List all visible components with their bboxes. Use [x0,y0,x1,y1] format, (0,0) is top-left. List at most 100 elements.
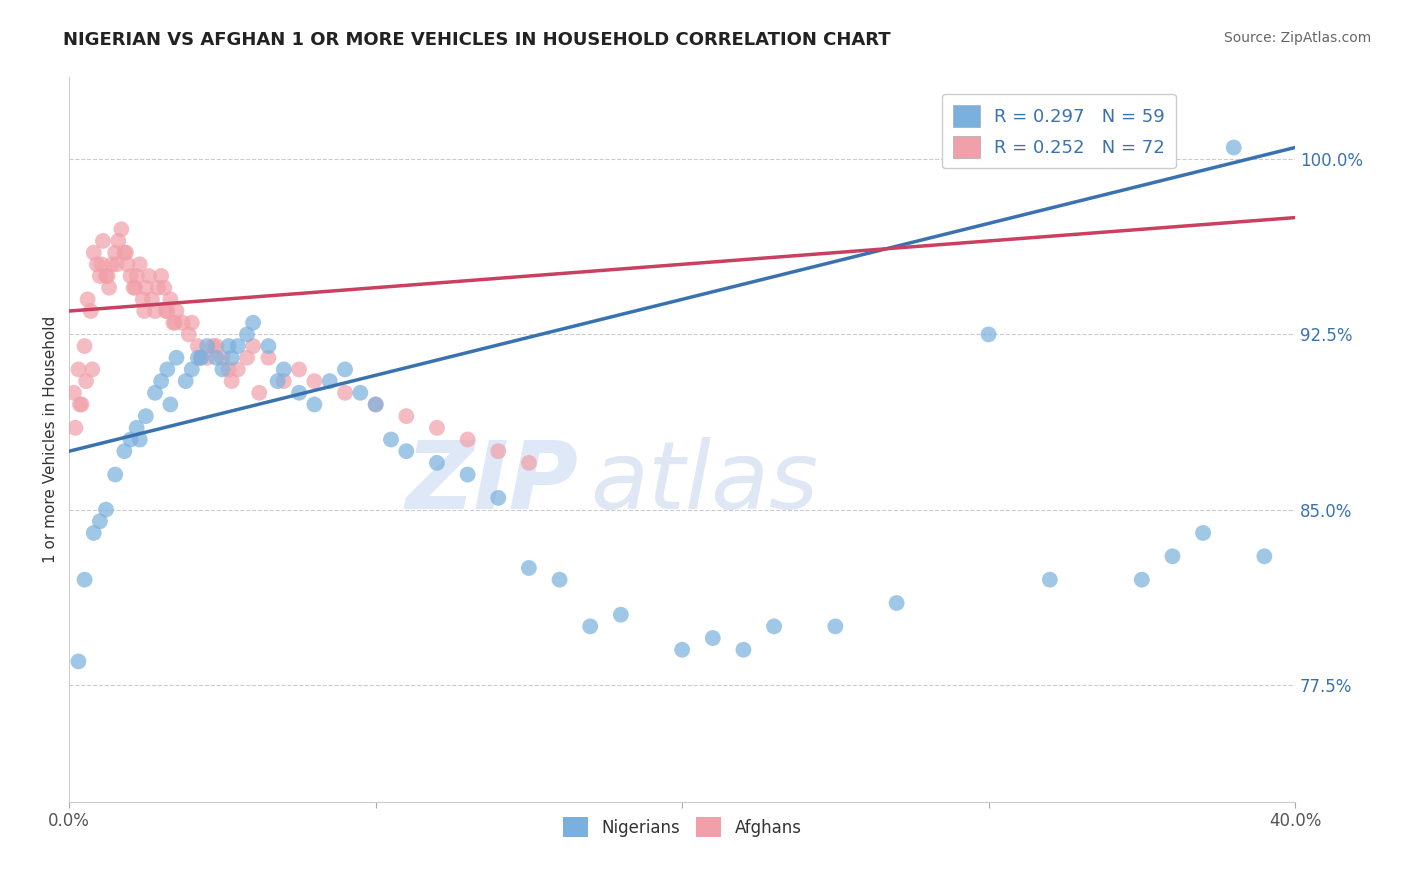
Point [150,374,173,388]
Point [226,362,249,376]
Point [94,502,117,516]
Point [1130,573,1153,587]
Point [172,316,194,330]
Point [63,385,86,400]
Point [187,351,209,365]
Point [94,268,117,283]
Point [548,573,571,587]
Point [304,374,326,388]
Point [105,257,128,271]
Point [426,456,449,470]
Point [457,467,479,482]
Point [174,374,197,388]
Point [75,374,97,388]
Point [236,351,259,365]
Point [110,222,132,236]
Point [333,385,356,400]
Point [1161,549,1184,564]
Point [67,362,90,376]
Point [156,362,179,376]
Point [364,397,387,411]
Point [146,281,169,295]
Point [120,433,142,447]
Point [128,433,150,447]
Point [457,433,479,447]
Point [138,268,160,283]
Point [319,374,342,388]
Point [211,351,233,365]
Point [135,409,157,424]
Point [702,631,724,645]
Point [426,421,449,435]
Point [1192,525,1215,540]
Point [195,351,218,365]
Point [115,245,138,260]
Point [733,642,755,657]
Point [82,362,104,376]
Point [211,362,233,376]
Point [83,525,105,540]
Point [180,316,202,330]
Point [824,619,846,633]
Point [120,268,142,283]
Point [166,304,188,318]
Point [91,234,114,248]
Point [90,257,112,271]
Point [1222,140,1244,154]
Point [763,619,786,633]
Point [226,339,249,353]
Point [67,655,90,669]
Point [141,293,163,307]
Point [96,268,118,283]
Point [242,316,264,330]
Point [162,316,184,330]
Point [83,245,105,260]
Point [195,339,218,353]
Point [977,327,1000,342]
Point [156,304,179,318]
Point [153,281,176,295]
Point [610,607,633,622]
Point [89,268,111,283]
Point [187,339,209,353]
Point [288,385,311,400]
Point [112,245,135,260]
Point [205,351,228,365]
Point [112,444,135,458]
Text: ZIP: ZIP [405,437,578,529]
Point [73,573,96,587]
Point [180,362,202,376]
Point [364,397,387,411]
Point [221,351,243,365]
Point [349,385,371,400]
Point [486,491,509,505]
Point [98,281,121,295]
Point [163,316,186,330]
Point [257,351,280,365]
Point [304,397,326,411]
Point [395,444,418,458]
Point [1253,549,1275,564]
Point [579,619,602,633]
Text: Source: ZipAtlas.com: Source: ZipAtlas.com [1223,31,1371,45]
Legend: Nigerians, Afghans: Nigerians, Afghans [555,810,808,844]
Point [135,281,157,295]
Point [266,374,288,388]
Text: atlas: atlas [591,437,818,528]
Point [101,257,124,271]
Point [221,374,243,388]
Point [65,421,87,435]
Point [177,327,200,342]
Point [380,433,402,447]
Point [395,409,418,424]
Y-axis label: 1 or more Vehicles in Household: 1 or more Vehicles in Household [44,316,58,563]
Point [143,304,166,318]
Point [202,339,225,353]
Point [117,257,139,271]
Point [333,362,356,376]
Point [159,397,181,411]
Point [155,304,177,318]
Point [236,327,259,342]
Point [205,339,228,353]
Point [143,385,166,400]
